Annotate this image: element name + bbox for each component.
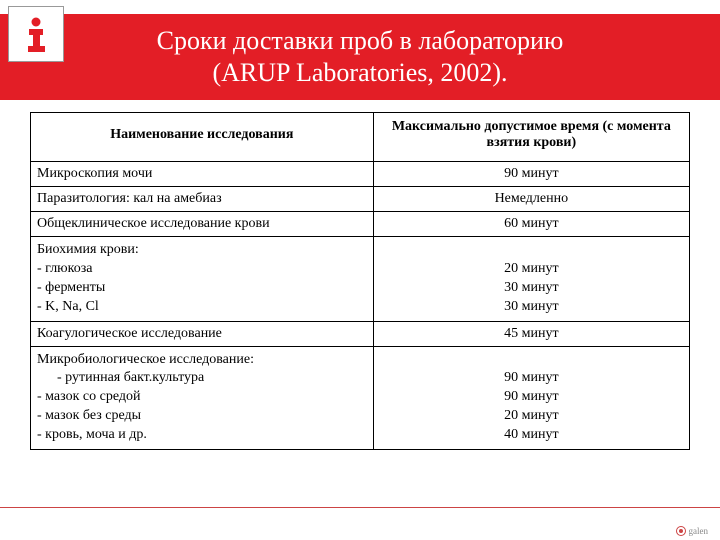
cell-time: 20 минут 30 минут 30 минут xyxy=(373,237,689,322)
footer-logo-icon xyxy=(676,526,686,536)
cell-time: 60 минут xyxy=(373,212,689,237)
info-icon xyxy=(8,6,64,62)
cell-name: Коагулогическое исследование xyxy=(31,321,374,346)
cell-time: 90 минут 90 минут 20 минут 40 минут xyxy=(373,346,689,449)
col-header-time: Максимально допустимое время (с момента … xyxy=(373,113,689,162)
line: - K, Na, Cl xyxy=(37,299,99,314)
cell-time: 90 минут xyxy=(373,162,689,187)
line: 90 минут xyxy=(504,389,558,404)
table-row: Микроскопия мочи 90 минут xyxy=(31,162,690,187)
footer-logo-text: galen xyxy=(689,526,709,536)
cell-name: Микробиологическое исследование: - рутин… xyxy=(31,346,374,449)
header-band: Сроки доставки проб в лабораторию (ARUP … xyxy=(0,14,720,100)
table-row: Биохимия крови: - глюкоза - ферменты - K… xyxy=(31,237,690,322)
cell-name: Общеклиническое исследование крови xyxy=(31,212,374,237)
line: - мазок со средой xyxy=(37,389,140,404)
table-header-row: Наименование исследования Максимально до… xyxy=(31,113,690,162)
line: Микробиологическое исследование: xyxy=(37,352,254,367)
cell-time: 45 минут xyxy=(373,321,689,346)
cell-name: Микроскопия мочи xyxy=(31,162,374,187)
line: - ферменты xyxy=(37,280,105,295)
footer-logo: galen xyxy=(676,526,709,536)
title-line-1: Сроки доставки проб в лабораторию xyxy=(157,26,564,55)
line: - рутинная бакт.культура xyxy=(37,370,204,385)
line: - глюкоза xyxy=(37,261,92,276)
cell-name: Паразитология: кал на амебиаз xyxy=(31,187,374,212)
line: 30 минут xyxy=(504,280,558,295)
table-row: Общеклиническое исследование крови 60 ми… xyxy=(31,212,690,237)
table-row: Микробиологическое исследование: - рутин… xyxy=(31,346,690,449)
line: Биохимия крови: xyxy=(37,242,139,257)
footer-rule xyxy=(0,507,720,508)
data-table: Наименование исследования Максимально до… xyxy=(30,112,690,450)
line: 20 минут xyxy=(504,408,558,423)
line: 30 минут xyxy=(504,299,558,314)
table-row: Паразитология: кал на амебиаз Немедленно xyxy=(31,187,690,212)
cell-time: Немедленно xyxy=(373,187,689,212)
line: 40 минут xyxy=(504,427,558,442)
table-row: Коагулогическое исследование 45 минут xyxy=(31,321,690,346)
title-line-2: (ARUP Laboratories, 2002). xyxy=(212,58,507,87)
col-header-time-text: Максимально допустимое время (с момента … xyxy=(392,119,671,150)
slide-title: Сроки доставки проб в лабораторию (ARUP … xyxy=(157,25,564,90)
line: 20 минут xyxy=(504,261,558,276)
line: - мазок без среды xyxy=(37,408,141,423)
line: 90 минут xyxy=(504,370,558,385)
col-header-name: Наименование исследования xyxy=(31,113,374,162)
line: - кровь, моча и др. xyxy=(37,427,147,442)
cell-name: Биохимия крови: - глюкоза - ферменты - K… xyxy=(31,237,374,322)
